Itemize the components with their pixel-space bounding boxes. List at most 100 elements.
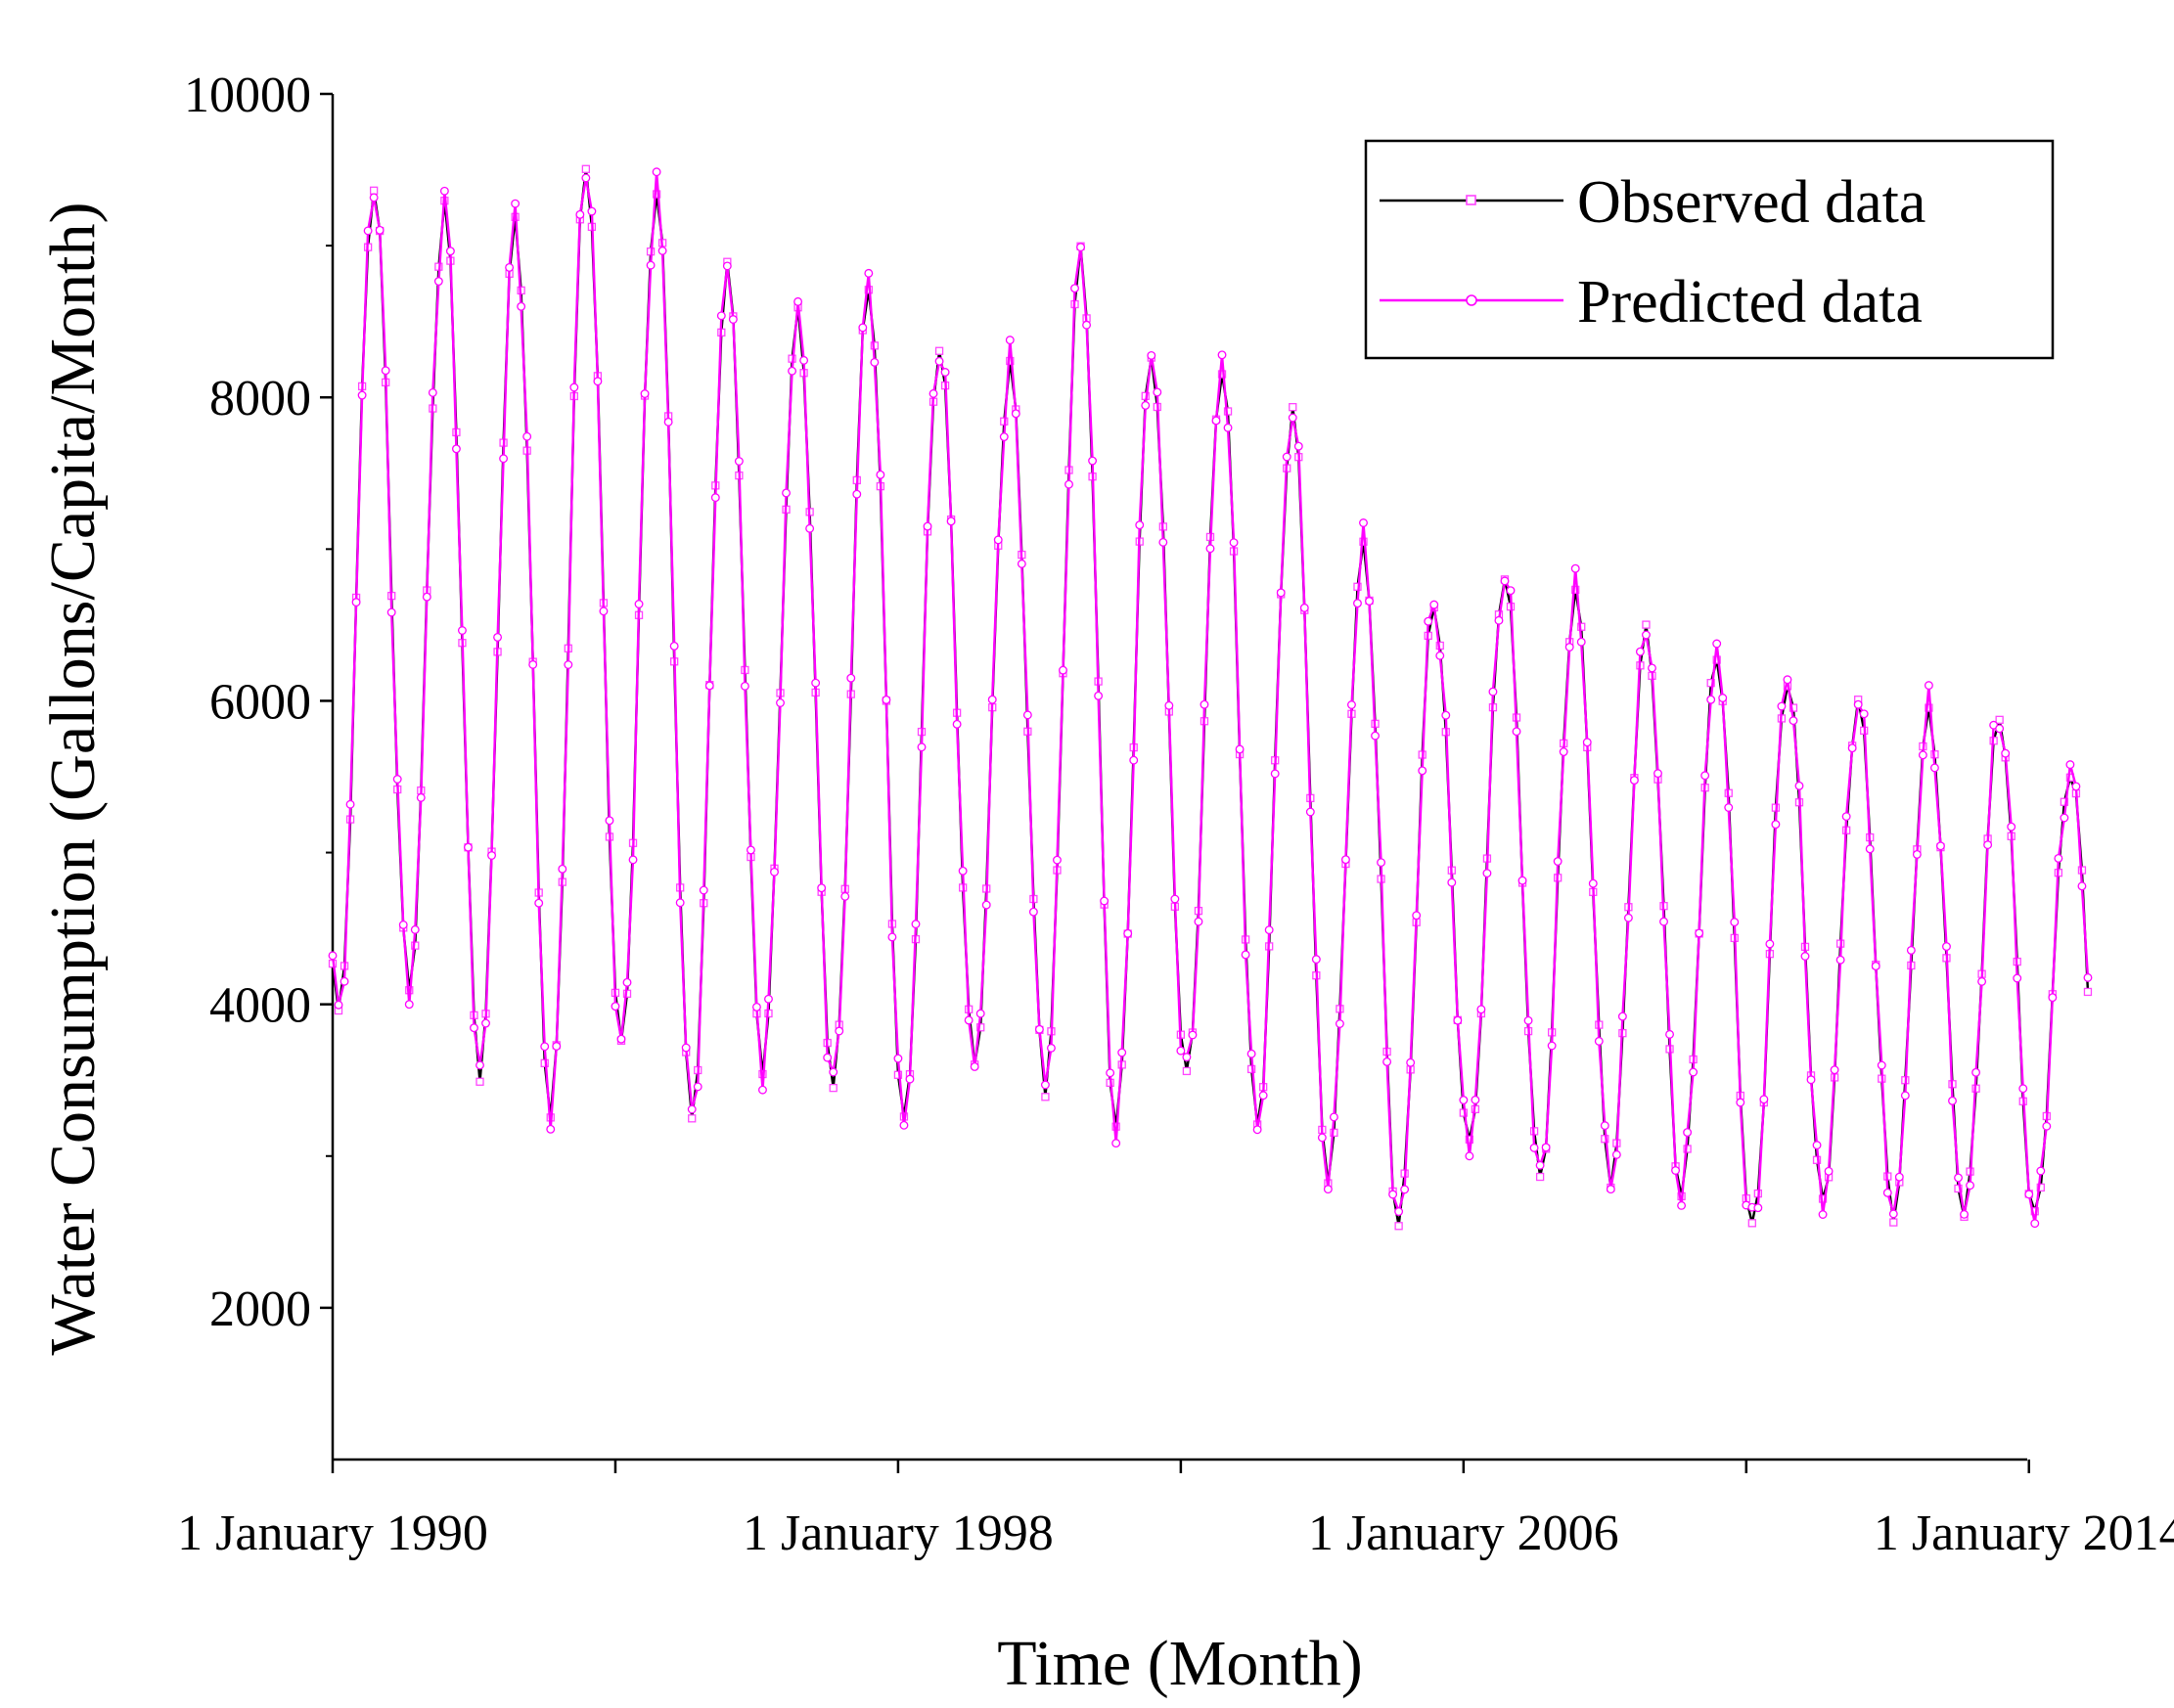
predicted-point — [470, 1023, 478, 1033]
predicted-point — [1282, 452, 1291, 462]
predicted-point — [464, 842, 473, 852]
x-axis-label: Time (Month) — [997, 1628, 1362, 1699]
predicted-point — [1859, 709, 1869, 719]
predicted-point — [1582, 738, 1592, 747]
predicted-point — [722, 261, 732, 271]
predicted-point — [2060, 813, 2069, 823]
predicted-point — [1960, 1209, 1969, 1219]
predicted-point — [905, 1074, 915, 1084]
observed-point — [1041, 1093, 1050, 1101]
predicted-point — [1594, 1036, 1604, 1046]
predicted-point — [1665, 1029, 1674, 1039]
legend-observed-label: Observed data — [1577, 169, 1925, 236]
predicted-point — [710, 493, 720, 503]
y-tick-label: 10000 — [184, 67, 311, 123]
predicted-point — [1929, 763, 1939, 773]
predicted-point — [734, 457, 744, 466]
predicted-point — [1794, 781, 1804, 790]
predicted-point — [687, 1104, 697, 1114]
predicted-point — [1117, 1048, 1127, 1057]
observed-point — [1182, 1066, 1192, 1076]
predicted-point — [1347, 700, 1356, 709]
predicted-point — [1252, 1125, 1262, 1135]
observed-point — [1571, 585, 1580, 595]
predicted-point — [958, 866, 968, 876]
predicted-point — [1371, 731, 1380, 741]
observed-point — [369, 186, 379, 195]
predicted-point — [439, 186, 449, 196]
predicted-point — [999, 432, 1009, 442]
predicted-point — [740, 681, 749, 691]
predicted-point — [899, 1120, 909, 1130]
y-tick-label: 4000 — [209, 978, 311, 1034]
predicted-point — [728, 315, 738, 324]
observed-point — [829, 1083, 838, 1093]
predicted-point — [622, 977, 632, 987]
predicted-point — [1388, 1190, 1398, 1199]
predicted-point — [893, 1054, 903, 1063]
predicted-point — [2042, 1121, 2052, 1131]
predicted-point — [823, 1053, 833, 1062]
predicted-point — [1040, 1080, 1050, 1090]
predicted-point — [1841, 812, 1851, 822]
predicted-point — [605, 816, 614, 826]
predicted-point — [793, 296, 803, 306]
predicted-point — [1482, 869, 1492, 878]
predicted-point — [375, 225, 385, 235]
predicted-point — [340, 976, 349, 986]
predicted-point — [970, 1061, 979, 1071]
predicted-point — [1523, 1015, 1533, 1025]
predicted-point — [505, 262, 515, 272]
predicted-point — [805, 523, 815, 533]
predicted-point — [829, 1067, 838, 1077]
predicted-point — [1977, 976, 1987, 986]
predicted-point — [1853, 699, 1863, 709]
predicted-point — [882, 695, 891, 704]
predicted-point — [1200, 699, 1209, 709]
predicted-point — [1606, 1185, 1615, 1194]
predicted-point — [1305, 807, 1315, 817]
predicted-point — [493, 633, 503, 642]
predicted-point — [840, 891, 850, 901]
observed-point — [1995, 715, 2004, 724]
predicted-point — [634, 600, 644, 608]
predicted-point — [1623, 913, 1633, 922]
predicted-point — [416, 792, 426, 802]
predicted-point — [476, 1060, 484, 1070]
predicted-point — [1671, 1166, 1681, 1175]
predicted-point — [1494, 615, 1504, 625]
predicted-point — [1753, 1203, 1763, 1213]
predicted-point — [1924, 681, 1933, 691]
predicted-point — [1806, 1075, 1816, 1085]
observed-point — [581, 164, 591, 173]
predicted-point — [1205, 544, 1215, 554]
predicted-point — [835, 1026, 844, 1036]
observed-point — [1747, 1219, 1756, 1228]
predicted-point — [1865, 844, 1875, 854]
predicted-point — [1194, 917, 1203, 926]
predicted-point — [1034, 1024, 1044, 1034]
predicted-point — [487, 851, 496, 860]
predicted-point — [552, 1042, 562, 1051]
predicted-point — [404, 1000, 414, 1010]
predicted-point — [511, 199, 521, 208]
predicted-point — [1340, 855, 1350, 865]
predicted-point — [1100, 896, 1110, 906]
predicted-point — [1547, 1041, 1557, 1051]
predicted-point — [392, 775, 402, 784]
predicted-point — [811, 678, 821, 688]
predicted-point — [1394, 1207, 1404, 1216]
predicted-point — [558, 864, 567, 874]
predicted-point — [1382, 1057, 1392, 1066]
predicted-point — [445, 247, 455, 256]
predicted-point — [1500, 576, 1510, 586]
predicted-point — [1718, 694, 1728, 702]
predicted-point — [1435, 651, 1445, 660]
predicted-point — [1424, 616, 1433, 626]
predicted-point — [1653, 769, 1662, 779]
predicted-point — [1459, 1096, 1469, 1104]
predicted-point — [1736, 1098, 1745, 1107]
predicted-point — [864, 268, 874, 278]
predicted-series — [328, 167, 2093, 1229]
predicted-point — [1724, 803, 1734, 812]
